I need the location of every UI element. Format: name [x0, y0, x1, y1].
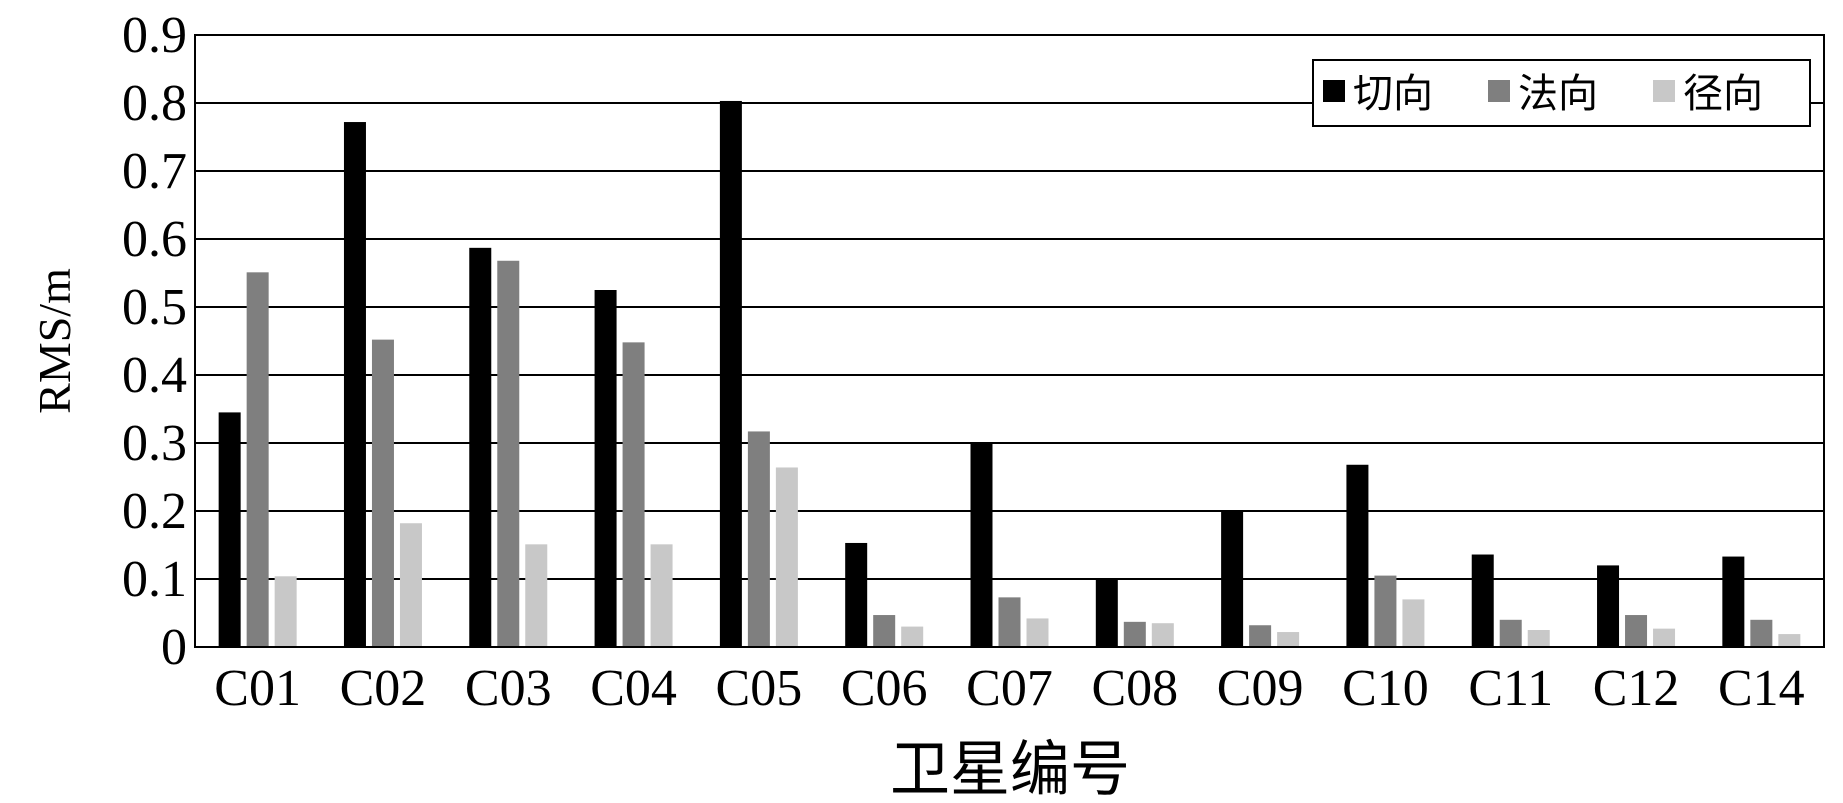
bar-radial-c02 [399, 523, 422, 647]
x-category-label: C14 [1718, 660, 1805, 717]
bar-radial-c11 [1527, 630, 1550, 647]
x-category-label: C11 [1468, 660, 1553, 717]
bar-tangential-c12 [1597, 565, 1620, 647]
bar-normal-c11 [1499, 619, 1522, 647]
x-category-label: C04 [590, 660, 677, 717]
bar-radial-c08 [1151, 623, 1174, 647]
x-category-label: C01 [214, 660, 301, 717]
y-tick-label: 0 [161, 619, 187, 676]
y-tick-label: 0.1 [122, 551, 187, 608]
bar-radial-c05 [775, 467, 798, 647]
bar-radial-c10 [1402, 599, 1425, 647]
y-tick-label: 0.9 [122, 7, 187, 64]
y-tick-label: 0.3 [122, 415, 187, 472]
bar-tangential-c08 [1095, 578, 1118, 647]
x-category-label: C08 [1091, 660, 1178, 717]
y-axis-label: RMS/m [29, 268, 80, 414]
bar-normal-c10 [1374, 575, 1397, 647]
bar-normal-c01 [246, 272, 269, 647]
bar-normal-c09 [1249, 625, 1272, 647]
bar-tangential-c05 [719, 100, 742, 647]
bar-normal-c03 [497, 260, 520, 647]
bar-radial-c09 [1277, 632, 1300, 647]
bar-normal-c12 [1625, 615, 1648, 647]
bar-radial-c14 [1778, 634, 1801, 647]
bar-normal-c05 [747, 431, 770, 647]
bar-tangential-c09 [1221, 511, 1244, 647]
x-category-label: C06 [841, 660, 928, 717]
y-tick-label: 0.5 [122, 279, 187, 336]
bar-tangential-c11 [1471, 554, 1494, 647]
gridlines [195, 102, 1824, 580]
bar-normal-c02 [371, 339, 394, 647]
legend-swatch-radial [1653, 80, 1675, 102]
bars [218, 100, 1801, 648]
y-tick-label: 0.6 [122, 211, 187, 268]
bar-radial-c12 [1653, 628, 1676, 647]
y-tick-label: 0.7 [122, 143, 187, 200]
y-tick-label: 0.2 [122, 483, 187, 540]
bar-normal-c06 [873, 615, 896, 647]
x-category-label: C03 [465, 660, 552, 717]
legend-swatch-normal [1488, 80, 1510, 102]
x-axis-label: 卫星编号 [890, 737, 1130, 803]
legend-label-tangential: 切向 [1353, 71, 1433, 117]
x-category-label: C10 [1342, 660, 1429, 717]
bar-tangential-c01 [218, 412, 241, 647]
y-tick-label: 0.8 [122, 75, 187, 132]
x-category-label: C07 [966, 660, 1053, 717]
legend-box [1312, 59, 1811, 127]
bar-radial-c04 [650, 544, 673, 647]
bar-normal-c04 [622, 342, 645, 647]
bar-radial-c07 [1026, 618, 1049, 647]
legend-label-radial: 径向 [1683, 71, 1763, 117]
bar-radial-c03 [525, 544, 548, 647]
bar-tangential-c06 [845, 542, 868, 647]
bar-normal-c14 [1750, 619, 1773, 647]
x-category-label: C09 [1217, 660, 1304, 717]
bar-tangential-c07 [970, 443, 993, 647]
plot-area-border [194, 34, 1825, 648]
bar-radial-c01 [274, 576, 297, 647]
y-tick-label: 0.4 [122, 347, 187, 404]
x-category-label: C12 [1593, 660, 1680, 717]
legend-swatch-tangential [1323, 80, 1345, 102]
bar-normal-c07 [998, 597, 1021, 647]
bar-tangential-c03 [469, 247, 492, 647]
bar-tangential-c14 [1722, 556, 1745, 647]
bar-tangential-c02 [343, 122, 366, 648]
bar-tangential-c10 [1346, 464, 1369, 647]
x-category-label: C02 [340, 660, 427, 717]
legend-label-normal: 法向 [1518, 71, 1598, 117]
legend: 切向 法向 径向 [1312, 59, 1811, 127]
x-axis-categories: C01 C02 C03 C04 C05 C06 C07 C08 C09 C10 C11 C12 C14 [214, 660, 1804, 717]
bar-radial-c06 [901, 626, 924, 647]
y-axis-ticks: 0 0.1 0.2 0.3 0.4 0.5 0.6 0.7 0.8 0.9 [122, 7, 187, 676]
bar-tangential-c04 [594, 290, 617, 647]
bar-normal-c08 [1123, 621, 1146, 647]
x-category-label: C05 [716, 660, 803, 717]
